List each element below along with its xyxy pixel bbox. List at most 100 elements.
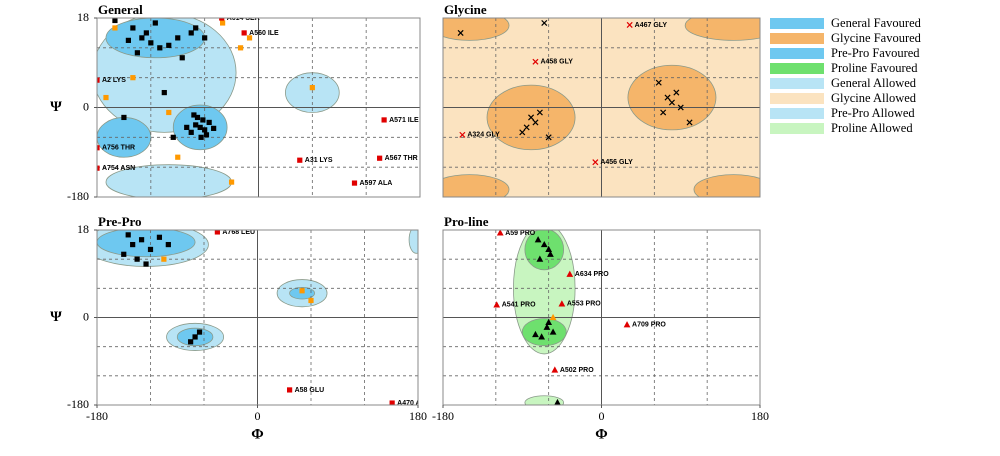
point xyxy=(540,240,548,248)
point xyxy=(188,129,194,135)
point xyxy=(97,165,100,171)
point-label: A756 THR xyxy=(102,145,135,152)
point xyxy=(532,330,539,338)
y-tick-label: 18 xyxy=(77,222,89,236)
point xyxy=(538,333,546,340)
point xyxy=(686,119,693,126)
panel-title: General xyxy=(98,2,143,17)
point xyxy=(156,234,163,240)
legend-label: General Favoured xyxy=(831,16,922,30)
point xyxy=(549,313,557,321)
y-tick-label: -180 xyxy=(67,189,89,203)
point-label: A324 GLY xyxy=(467,132,500,139)
point xyxy=(161,89,167,96)
point xyxy=(121,251,127,257)
point xyxy=(97,145,100,151)
y-axis-label: Ψ xyxy=(50,309,62,325)
point xyxy=(200,117,206,123)
point xyxy=(179,55,185,61)
legend-label: Glycine Allowed xyxy=(831,91,917,105)
point xyxy=(152,20,158,26)
point xyxy=(184,124,190,130)
point xyxy=(125,37,132,43)
legend-swatch xyxy=(770,123,824,134)
point xyxy=(545,245,553,253)
point-label: A502 PRO xyxy=(560,367,594,374)
panel-title: Pro-line xyxy=(444,214,489,229)
x-axis-label: Φ xyxy=(595,426,607,442)
point xyxy=(134,256,140,262)
point-label: A458 GLY xyxy=(540,59,573,66)
region xyxy=(693,174,760,197)
point xyxy=(130,241,136,248)
region xyxy=(521,318,567,347)
point xyxy=(592,159,599,166)
point xyxy=(237,45,244,51)
legend-label: Glycine Favoured xyxy=(831,31,922,45)
y-tick-label: -180 xyxy=(67,397,89,411)
point xyxy=(309,85,315,91)
region xyxy=(443,174,510,197)
legend-swatch xyxy=(770,78,824,89)
point xyxy=(551,366,559,373)
point-label: A634 PRO xyxy=(575,271,609,278)
point xyxy=(103,94,109,101)
point xyxy=(130,75,136,81)
y-axis-label: Ψ xyxy=(50,99,62,115)
legend-swatch xyxy=(770,33,824,44)
point-label: A709 PRO xyxy=(632,322,666,329)
point xyxy=(545,318,553,325)
region xyxy=(524,395,565,405)
legend-swatch xyxy=(770,48,824,59)
point xyxy=(220,20,226,26)
panel-title: Pre-Pro xyxy=(98,214,142,229)
point xyxy=(547,250,554,257)
point xyxy=(138,237,145,243)
point xyxy=(389,400,395,405)
x-tick-label: 0 xyxy=(599,409,605,423)
point xyxy=(543,323,551,330)
plot-area: A614 SER A560 ILE A2 LYS A756 THR A754 ASN A5… xyxy=(97,15,420,197)
x-tick-label: 0 xyxy=(255,409,261,423)
plot-area: A768 LEU A58 GLU A470 ASN xyxy=(97,230,418,405)
point xyxy=(112,18,118,24)
point xyxy=(191,112,197,118)
x-tick-label: -180 xyxy=(86,409,108,423)
point xyxy=(545,134,552,141)
point-label: A560 ILE xyxy=(249,30,279,37)
point xyxy=(299,288,305,294)
point-label: A597 ALA xyxy=(360,180,393,187)
plot-area: A467 GLY A324 GLY A458 GLY A456 GLY xyxy=(443,18,760,197)
point xyxy=(519,129,526,136)
region xyxy=(97,230,196,258)
point xyxy=(549,328,557,335)
point-label: A614 SER xyxy=(227,15,260,22)
point xyxy=(536,109,543,116)
point xyxy=(175,154,181,160)
point xyxy=(228,179,235,185)
plot-area: A59 PRO A634 PRO A541 PRO A553 PRO A709 PRO A… xyxy=(443,230,760,405)
legend-label: Proline Favoured xyxy=(831,61,918,75)
point-label: A567 THR xyxy=(385,155,418,162)
point xyxy=(219,18,225,21)
point xyxy=(493,301,501,308)
point xyxy=(202,127,208,133)
point xyxy=(125,232,131,238)
point xyxy=(496,230,504,236)
point xyxy=(157,45,163,51)
point xyxy=(554,398,561,405)
point xyxy=(623,321,631,328)
point xyxy=(161,256,167,262)
x-tick-label: 180 xyxy=(409,409,427,423)
x-tick-label: 180 xyxy=(751,409,769,423)
point xyxy=(377,155,383,161)
point xyxy=(523,124,530,131)
point-label: A31 LYS xyxy=(305,157,333,164)
legend-label: Proline Allowed xyxy=(831,121,913,135)
point xyxy=(148,40,154,46)
point xyxy=(655,79,662,86)
point xyxy=(626,21,633,28)
y-tick-label: 0 xyxy=(83,309,89,323)
point xyxy=(193,122,199,128)
region xyxy=(627,64,717,131)
